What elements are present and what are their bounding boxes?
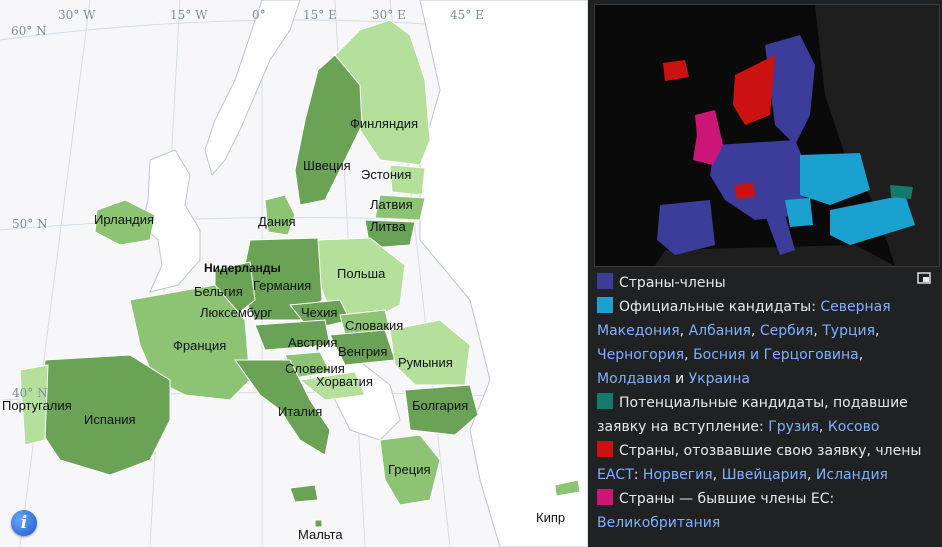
link-montenegro[interactable]: Черногория [597,347,685,363]
latitude-label: 40° N [12,386,48,400]
country-label: Словакия [345,318,404,333]
link-north-macedonia[interactable]: Северная Македония [597,299,891,339]
country-label: Нидерланды [204,261,281,275]
map-canvas [0,0,588,547]
legend-text: Потенциальные кандидаты, подавшие заявку… [597,395,908,435]
link-georgia[interactable]: Грузия [768,419,819,435]
potential-swatch [597,393,613,409]
country-label: Ирландия [94,212,155,227]
country-label: Венгрия [338,344,388,359]
legend-former: Страны — бывшие члены ЕС: Великобритания [597,487,932,535]
longitude-label: 15° W [170,8,208,22]
legend-potential: Потенциальные кандидаты, подавшие заявку… [597,393,908,435]
candidates-swatch [597,297,613,313]
country-label: Польша [337,266,386,281]
country-label: Латвия [370,197,413,212]
link-albania[interactable]: Албания [688,323,751,339]
country-label: Люксембург [200,305,273,320]
link-kosovo[interactable]: Косово [827,419,880,435]
withdrawn-swatch [597,441,613,457]
eu-countries [19,19,581,528]
country-label: Швеция [303,158,351,173]
link-ukraine[interactable]: Украина [688,371,750,387]
country-label: Дания [258,214,296,229]
longitude-label: 30° E [372,8,406,22]
country-label: Греция [388,462,431,477]
link-moldova[interactable]: Молдавия [597,371,671,387]
country-label: Литва [370,219,406,234]
latitude-label: 60° N [11,24,47,38]
latitude-label: 50° N [12,217,48,231]
country-label: Португалия [2,398,72,413]
link-united-kingdom[interactable]: Великобритания [597,515,721,531]
country-label: Кипр [536,510,566,525]
conjunction: и [675,371,685,387]
country-label: Словения [285,361,345,376]
longitude-label: 15° E [303,8,337,22]
link-bosnia[interactable]: Босния и Герцоговина [693,347,859,363]
longitude-label: 30° W [58,8,96,22]
country-label: Испания [84,412,136,427]
members-swatch [597,273,613,289]
country-label: Франция [173,338,227,353]
thumbnail-map[interactable] [594,4,940,267]
legend-text: Страны, отозвавшие свою заявку, члены [619,443,922,459]
legend-candidates: Официальные кандидаты: Северная Македони… [597,297,891,387]
non-eu-land [141,0,588,547]
country-label: Эстония [361,167,412,182]
longitude-label: 0° [252,8,266,22]
eu-map[interactable]: 30° W 15° W 0° 15° E 30° E 45° E 60° N 5… [0,0,590,547]
legend-text: Страны — бывшие члены ЕС: [619,491,835,507]
legend-text: Страны-члены [619,275,726,291]
legend: Страны-члены Официальные кандидаты: Севе… [597,271,932,535]
longitude-label: 45° E [450,8,484,22]
country-label: Хорватия [316,374,373,389]
country-label: Италия [278,404,323,419]
link-efta[interactable]: ЕАСТ [597,467,634,483]
link-norway[interactable]: Норвегия [642,467,713,483]
country-label: Австрия [288,335,338,350]
link-turkey[interactable]: Турция [822,323,876,339]
country-label: Мальта [298,527,343,542]
legend-text: Официальные кандидаты: [619,299,821,315]
expand-icon[interactable] [917,272,931,284]
country-label: Финляндия [350,116,419,131]
link-serbia[interactable]: Сербия [759,323,814,339]
country-label: Чехия [301,305,338,320]
legend-members: Страны-члены [597,271,932,295]
legend-withdrawn: Страны, отозвавшие свою заявку, члены ЕА… [597,441,922,483]
country-label: Болгария [412,398,469,413]
link-switzerland[interactable]: Швейцария [721,467,808,483]
country-label: Бельгия [194,284,243,299]
country-label: Румыния [398,355,453,370]
thumbnail-canvas [595,5,939,266]
country-label: Германия [253,278,312,293]
former-swatch [597,489,613,505]
info-icon[interactable]: i [11,510,37,536]
link-iceland[interactable]: Исландия [815,467,888,483]
